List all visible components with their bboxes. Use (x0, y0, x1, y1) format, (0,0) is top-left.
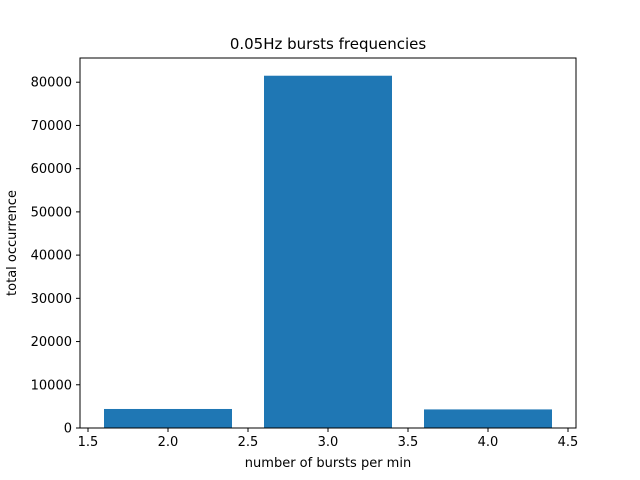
y-tick-label: 10000 (31, 378, 72, 393)
x-tick-label: 3.5 (398, 435, 419, 450)
x-tick-label: 3.0 (318, 435, 339, 450)
y-tick-label: 0 (64, 422, 72, 437)
y-tick-label: 30000 (31, 292, 72, 307)
y-tick-label: 20000 (31, 335, 72, 350)
y-tick-label: 70000 (31, 119, 72, 134)
x-tick-label: 1.5 (78, 435, 99, 450)
bar-1 (264, 75, 392, 429)
bar-2 (424, 409, 552, 428)
y-tick-label: 50000 (31, 205, 72, 220)
x-tick-label: 4.0 (478, 435, 499, 450)
y-tick-label: 60000 (31, 162, 72, 177)
y-tick-label: 80000 (31, 76, 72, 91)
bars-group (104, 75, 552, 429)
chart-title: 0.05Hz bursts frequencies (230, 35, 427, 53)
y-tick-label: 40000 (31, 249, 72, 264)
y-axis-label: total occurrence (5, 190, 20, 296)
bar-0 (104, 408, 232, 428)
x-tick-label: 2.5 (238, 435, 259, 450)
x-tick-label: 4.5 (558, 435, 579, 450)
x-axis-label: number of bursts per min (245, 456, 411, 471)
x-axis-ticks: 1.5 2.0 2.5 3.0 3.5 4.0 4.5 (78, 428, 579, 450)
x-tick-label: 2.0 (158, 435, 179, 450)
y-axis-ticks: 0 10000 20000 30000 40000 50000 60000 70000 8000… (31, 76, 80, 437)
